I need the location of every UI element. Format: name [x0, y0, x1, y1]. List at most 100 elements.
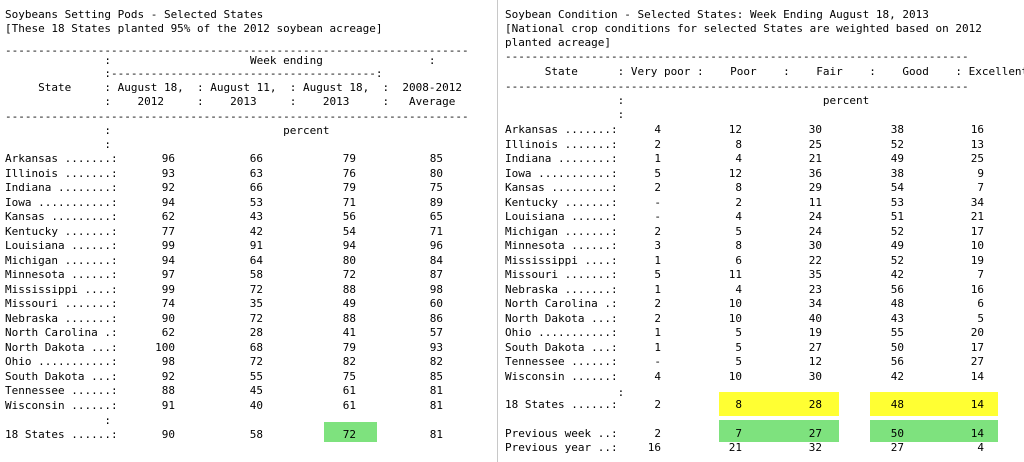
pods-value-cell: 81 — [429, 398, 443, 412]
pods-total-label: 18 States ......: — [5, 428, 118, 441]
pods-value-cell: 92 — [161, 181, 175, 194]
pods-value-cell: 92 — [161, 369, 175, 383]
condition-value-cell: 11 — [808, 195, 822, 209]
condition-state-label: Iowa ...........: — [505, 166, 618, 180]
pods-value-cell: 80 — [429, 166, 443, 180]
condition-value-cell: 38 — [890, 123, 904, 136]
condition-summary-value: 7 — [735, 427, 742, 440]
pods-value-cell: 87 — [429, 268, 443, 281]
condition-state-label: Illinois .......: — [505, 137, 618, 151]
condition-value-cell: - — [654, 210, 661, 223]
condition-state-label: North Carolina .: — [505, 297, 618, 310]
pods-value-cell: 84 — [429, 253, 443, 267]
pods-state-label: Mississippi ....: — [5, 282, 118, 296]
pods-value-cell: 96 — [161, 152, 175, 165]
condition-value-cell: 25 — [970, 152, 984, 165]
condition-value-cell: 49 — [890, 152, 904, 165]
pods-value-cell: 72 — [342, 268, 356, 281]
condition-value-cell: 8 — [735, 181, 742, 194]
condition-subtitle-line1: [National crop conditions for selected S… — [505, 22, 982, 35]
pods-value-cell: 79 — [342, 340, 356, 354]
pods-header-line2: :---------------------------------------… — [5, 67, 383, 80]
pods-state-label: Wisconsin ......: — [5, 398, 118, 412]
condition-subtitle-line2: planted acreage] — [505, 36, 611, 49]
condition-unit-sep: : — [505, 108, 625, 121]
pods-value-cell: 97 — [161, 268, 175, 281]
condition-header-rule-bottom: ----------------------------------------… — [505, 80, 969, 93]
pods-value-cell: 63 — [249, 166, 263, 180]
condition-value-cell: 5 — [654, 268, 661, 281]
pods-value-cell: 42 — [249, 224, 263, 238]
condition-value-cell: 2 — [654, 311, 661, 325]
highlight-18states-good-excellent — [870, 392, 998, 416]
pods-state-label: Kentucky .......: — [5, 224, 118, 238]
pods-value-cell: 66 — [249, 181, 263, 194]
pods-value-cell: 54 — [342, 224, 356, 238]
condition-value-cell: 10 — [970, 239, 984, 252]
pods-value-cell: 61 — [342, 398, 356, 412]
pods-total-sep: : — [5, 414, 111, 427]
condition-value-cell: 12 — [728, 166, 742, 180]
pods-state-label: North Dakota ...: — [5, 340, 118, 354]
condition-title: Soybean Condition - Selected States: Wee… — [505, 8, 929, 21]
condition-summary-value: 2 — [654, 427, 661, 440]
pods-value-cell: 71 — [429, 224, 443, 238]
condition-value-cell: - — [654, 195, 661, 209]
condition-value-cell: 11 — [728, 268, 742, 281]
condition-value-cell: 48 — [890, 297, 904, 310]
condition-value-cell: 5 — [735, 355, 742, 368]
condition-value-cell: 34 — [970, 195, 984, 209]
pods-state-label: Illinois .......: — [5, 166, 118, 180]
pods-value-cell: 72 — [249, 282, 263, 296]
condition-value-cell: 24 — [808, 210, 822, 223]
condition-value-cell: 54 — [890, 181, 904, 194]
highlight-prevweek-poor-fair — [719, 420, 839, 442]
condition-header: State : Very poor : Poor : Fair : Good :… — [505, 65, 1024, 78]
condition-value-cell: 5 — [735, 340, 742, 354]
pods-value-cell: 57 — [429, 326, 443, 339]
pods-state-label: Arkansas .......: — [5, 152, 118, 165]
condition-value-cell: 1 — [654, 326, 661, 339]
condition-value-cell: 23 — [808, 282, 822, 296]
condition-value-cell: 4 — [735, 152, 742, 165]
pods-value-cell: 86 — [429, 311, 443, 325]
condition-value-cell: 56 — [890, 355, 904, 368]
pods-header-rule: ----------------------------------------… — [5, 44, 469, 57]
condition-value-cell: 7 — [977, 268, 984, 281]
condition-value-cell: 40 — [808, 311, 822, 325]
condition-value-cell: - — [654, 355, 661, 368]
condition-summary-value: 27 — [808, 427, 822, 440]
pods-value-cell: 68 — [249, 340, 263, 354]
condition-header-rule: ----------------------------------------… — [505, 50, 969, 63]
condition-state-label: Tennessee ......: — [505, 355, 618, 368]
condition-state-label: North Dakota ...: — [505, 311, 618, 325]
condition-state-label: Nebraska .......: — [505, 282, 618, 296]
condition-value-cell: 16 — [970, 123, 984, 136]
pods-state-label: Iowa ...........: — [5, 195, 118, 209]
pods-value-cell: 93 — [161, 166, 175, 180]
condition-value-cell: 19 — [970, 253, 984, 267]
pods-value-cell: 93 — [429, 340, 443, 354]
pods-value-cell: 94 — [342, 239, 356, 252]
pods-value-cell: 80 — [342, 253, 356, 267]
condition-summary-value: 21 — [728, 441, 742, 454]
condition-value-cell: 2 — [735, 195, 742, 209]
condition-value-cell: 56 — [890, 282, 904, 296]
condition-summary-value: 48 — [890, 398, 904, 411]
pods-value-cell: 88 — [161, 384, 175, 397]
condition-state-label: Wisconsin ......: — [505, 369, 618, 383]
condition-summary-value: 50 — [890, 427, 904, 440]
pods-title: Soybeans Setting Pods - Selected States — [5, 8, 264, 21]
condition-state-label: South Dakota ...: — [505, 340, 618, 354]
pods-value-cell: 82 — [429, 355, 443, 368]
condition-value-cell: 42 — [890, 369, 904, 383]
pods-value-cell: 98 — [429, 282, 443, 296]
condition-state-label: Ohio ...........: — [505, 326, 618, 339]
pods-value-cell: 61 — [342, 384, 356, 397]
condition-value-cell: 27 — [970, 355, 984, 368]
pods-value-cell: 89 — [429, 195, 443, 209]
condition-summary-value: 16 — [647, 441, 661, 454]
pods-state-label: Indiana ........: — [5, 181, 118, 194]
pods-state-label: Missouri .......: — [5, 297, 118, 310]
pods-value-cell: 99 — [161, 282, 175, 296]
